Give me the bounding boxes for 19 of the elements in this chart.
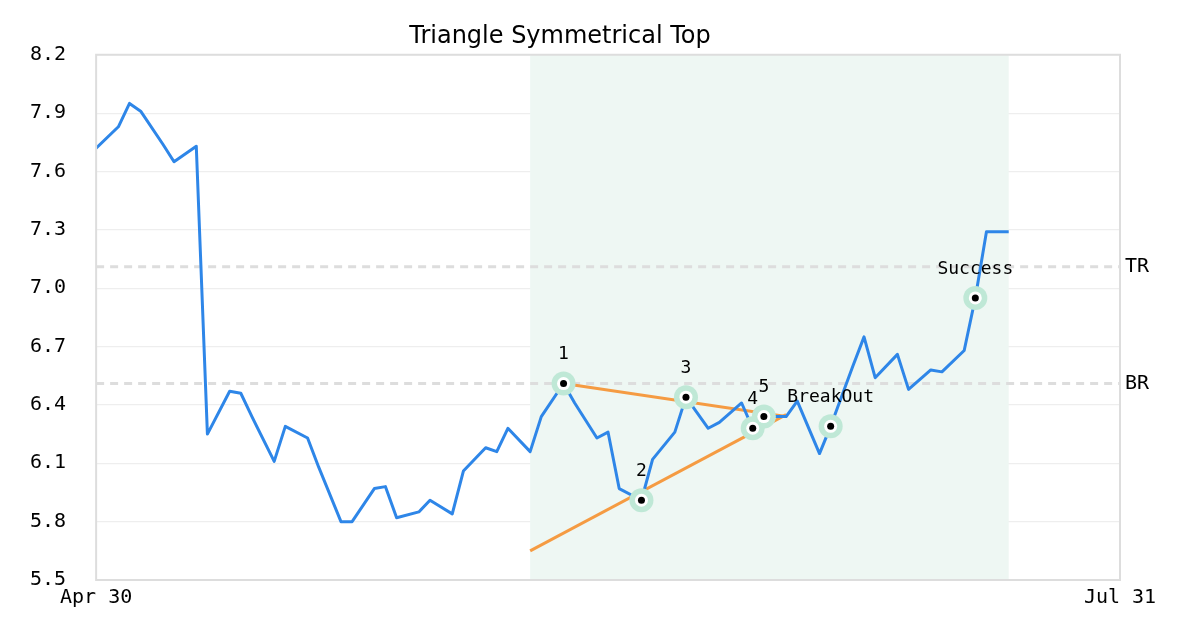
y-tick-label: 5.8 xyxy=(30,507,67,532)
ref-line-label: TR xyxy=(1125,253,1151,278)
ref-line-label: BR xyxy=(1125,369,1151,394)
y-tick-label: 7.3 xyxy=(30,216,67,241)
y-tick-label: 6.4 xyxy=(30,391,67,416)
y-tick-label: 7.6 xyxy=(30,157,67,182)
x-tick-label: Apr 30 xyxy=(60,584,133,609)
annotation: 2 xyxy=(636,458,647,480)
y-tick-label: 7.9 xyxy=(30,99,67,124)
annotation: 3 xyxy=(680,355,692,377)
annotation: 4 xyxy=(747,386,759,408)
y-tick-label: 8.2 xyxy=(30,41,67,65)
annotation: 1 xyxy=(558,342,569,364)
chart-title: Triangle Symmetrical Top xyxy=(408,20,711,49)
y-tick-label: 7.0 xyxy=(30,274,67,299)
x-tick-label: Jul 31 xyxy=(1083,584,1157,609)
y-tick-label: 6.1 xyxy=(30,449,67,474)
annotation: 5 xyxy=(758,375,770,397)
y-tick-label: 6.7 xyxy=(30,332,67,357)
